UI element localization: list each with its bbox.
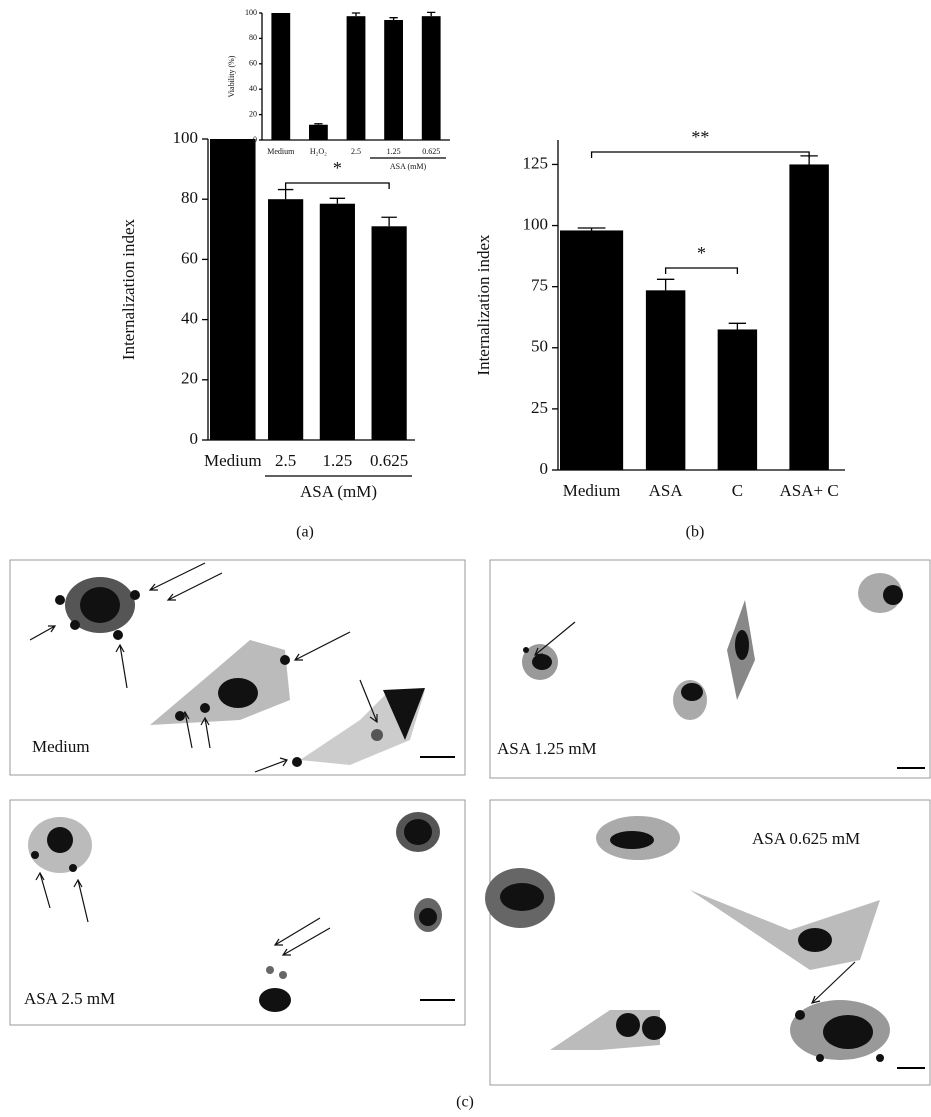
y-tick-label: 20 bbox=[249, 109, 257, 118]
y-axis-label: Viability (%) bbox=[227, 55, 236, 97]
y-tick-label: 40 bbox=[249, 84, 257, 93]
bar bbox=[347, 16, 366, 140]
error-bar bbox=[427, 12, 435, 16]
y-tick-label: 100 bbox=[173, 128, 199, 147]
x-tick-label: 1.25 bbox=[323, 451, 353, 470]
y-tick-label: 40 bbox=[181, 309, 198, 328]
panel-label: (b) bbox=[686, 524, 705, 541]
y-tick-label: 0 bbox=[190, 429, 199, 448]
error-bar bbox=[729, 323, 746, 329]
y-tick-label: 25 bbox=[531, 398, 548, 417]
y-tick-label: 60 bbox=[249, 59, 257, 68]
error-bar bbox=[381, 217, 396, 226]
bar bbox=[309, 125, 328, 140]
bar bbox=[268, 199, 303, 440]
x-tick-label: ASA+ C bbox=[780, 481, 839, 500]
x-tick-label: 1.25 bbox=[387, 147, 401, 156]
y-tick-label: 50 bbox=[531, 337, 548, 356]
x-tick-label: 2.5 bbox=[351, 147, 361, 156]
x-tick-label: 0.625 bbox=[370, 451, 408, 470]
figure: Medium ASA 1.25 mM ASA 2.5 mM ASA 0.625 … bbox=[0, 0, 931, 1117]
significance-bracket bbox=[286, 183, 390, 189]
bar bbox=[789, 164, 828, 470]
error-bar bbox=[352, 13, 360, 16]
y-tick-label: 60 bbox=[181, 248, 198, 267]
significance-bracket bbox=[592, 152, 810, 158]
error-bar bbox=[314, 124, 322, 125]
panel-label: (a) bbox=[296, 524, 314, 541]
error-bar bbox=[330, 198, 345, 203]
significance-label: ** bbox=[691, 127, 709, 147]
bar bbox=[422, 16, 441, 140]
bar bbox=[372, 226, 407, 440]
significance-label: * bbox=[697, 243, 706, 263]
x-tick-label: 0.625 bbox=[422, 147, 440, 156]
x-tick-label: H₂O₂ bbox=[310, 147, 327, 156]
bar bbox=[560, 230, 623, 470]
image-label: ASA 1.25 mM bbox=[497, 739, 597, 758]
y-tick-label: 100 bbox=[523, 214, 549, 233]
bar bbox=[384, 20, 403, 140]
error-bar bbox=[657, 279, 674, 290]
y-tick-label: 80 bbox=[181, 188, 198, 207]
panel-label: (c) bbox=[456, 1094, 474, 1111]
error-bar bbox=[578, 228, 606, 230]
y-tick-label: 75 bbox=[531, 276, 548, 295]
group-label: ASA (mM) bbox=[390, 162, 427, 171]
x-tick-label: Medium bbox=[563, 481, 621, 500]
error-bar bbox=[278, 190, 293, 200]
bar bbox=[718, 329, 757, 470]
group-label: ASA (mM) bbox=[300, 482, 377, 501]
y-tick-label: 100 bbox=[245, 8, 257, 17]
y-tick-label: 0 bbox=[540, 459, 549, 478]
error-bar bbox=[389, 18, 397, 20]
x-tick-label: Medium bbox=[204, 451, 262, 470]
significance-bracket bbox=[666, 268, 738, 274]
image-label: ASA 0.625 mM bbox=[752, 829, 860, 848]
bar bbox=[646, 290, 685, 470]
bar bbox=[210, 139, 256, 440]
y-axis-label: Internalization index bbox=[474, 234, 493, 376]
x-tick-label: 2.5 bbox=[275, 451, 296, 470]
image-label: Medium bbox=[32, 737, 90, 756]
bar bbox=[320, 204, 355, 440]
significance-label: * bbox=[333, 158, 342, 178]
y-tick-label: 0 bbox=[253, 135, 257, 144]
y-tick-label: 20 bbox=[181, 369, 198, 388]
bar bbox=[271, 13, 290, 140]
y-tick-label: 125 bbox=[523, 153, 549, 172]
x-tick-label: C bbox=[732, 481, 743, 500]
image-label: ASA 2.5 mM bbox=[24, 989, 115, 1008]
micrographs: Medium ASA 1.25 mM ASA 2.5 mM ASA 0.625 … bbox=[10, 560, 930, 1111]
x-tick-label: ASA bbox=[649, 481, 684, 500]
y-tick-label: 80 bbox=[249, 33, 257, 42]
y-axis-label: Internalization index bbox=[119, 218, 138, 360]
x-tick-label: Medium bbox=[267, 147, 295, 156]
